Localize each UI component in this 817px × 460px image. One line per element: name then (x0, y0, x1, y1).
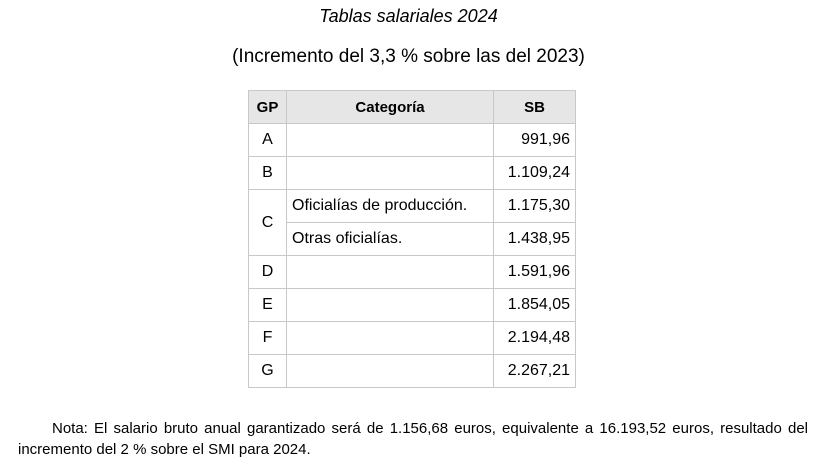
header-gp: GP (248, 90, 287, 124)
table-row: C Oficialías de producción. 1.175,30 (248, 189, 576, 256)
table-row: B 1.109,24 (248, 156, 576, 190)
cell-gp: G (248, 354, 287, 388)
table-row: E 1.854,05 (248, 288, 576, 322)
cell-sb: 1.438,95 (493, 222, 576, 256)
document-subtitle: (Incremento del 3,3 % sobre las del 2023… (232, 46, 585, 67)
table-row: G 2.267,21 (248, 354, 576, 388)
table-row: F 2.194,48 (248, 321, 576, 355)
table-header-row: GP Categoría SB (248, 90, 576, 124)
cell-categoria (286, 255, 494, 289)
cell-sb: 1.175,30 (493, 189, 576, 223)
footnote: Nota: El salario bruto anual garantizado… (18, 420, 808, 458)
cell-gp: D (248, 255, 287, 289)
cell-categoria (286, 123, 494, 157)
cell-categoria (286, 288, 494, 322)
cell-gp: F (248, 321, 287, 355)
cell-sb: 1.109,24 (493, 156, 576, 190)
document-title: Tablas salariales 2024 (319, 6, 498, 26)
cell-categoria: Oficialías de producción. (286, 189, 494, 223)
cell-gp: B (248, 156, 287, 190)
cell-categoria: Otras oficialías. (286, 222, 494, 256)
cell-gp: E (248, 288, 287, 322)
header-categoria: Categoría (286, 90, 494, 124)
cell-sb: 2.267,21 (493, 354, 576, 388)
cell-sb: 1.591,96 (493, 255, 576, 289)
cell-sb: 991,96 (493, 123, 576, 157)
header-sb: SB (493, 90, 576, 124)
salary-table: GP Categoría SB A 991,96 B 1.109,24 C Of… (248, 90, 576, 388)
cell-sb: 1.854,05 (493, 288, 576, 322)
cell-gp: A (248, 123, 287, 157)
cell-gp: C (248, 189, 287, 256)
cell-sb: 2.194,48 (493, 321, 576, 355)
table-row: A 991,96 (248, 123, 576, 157)
cell-categoria (286, 321, 494, 355)
table-row: Otras oficialías. 1.438,95 (249, 222, 576, 256)
cell-categoria (286, 156, 494, 190)
table-row: D 1.591,96 (248, 255, 576, 289)
cell-categoria (286, 354, 494, 388)
